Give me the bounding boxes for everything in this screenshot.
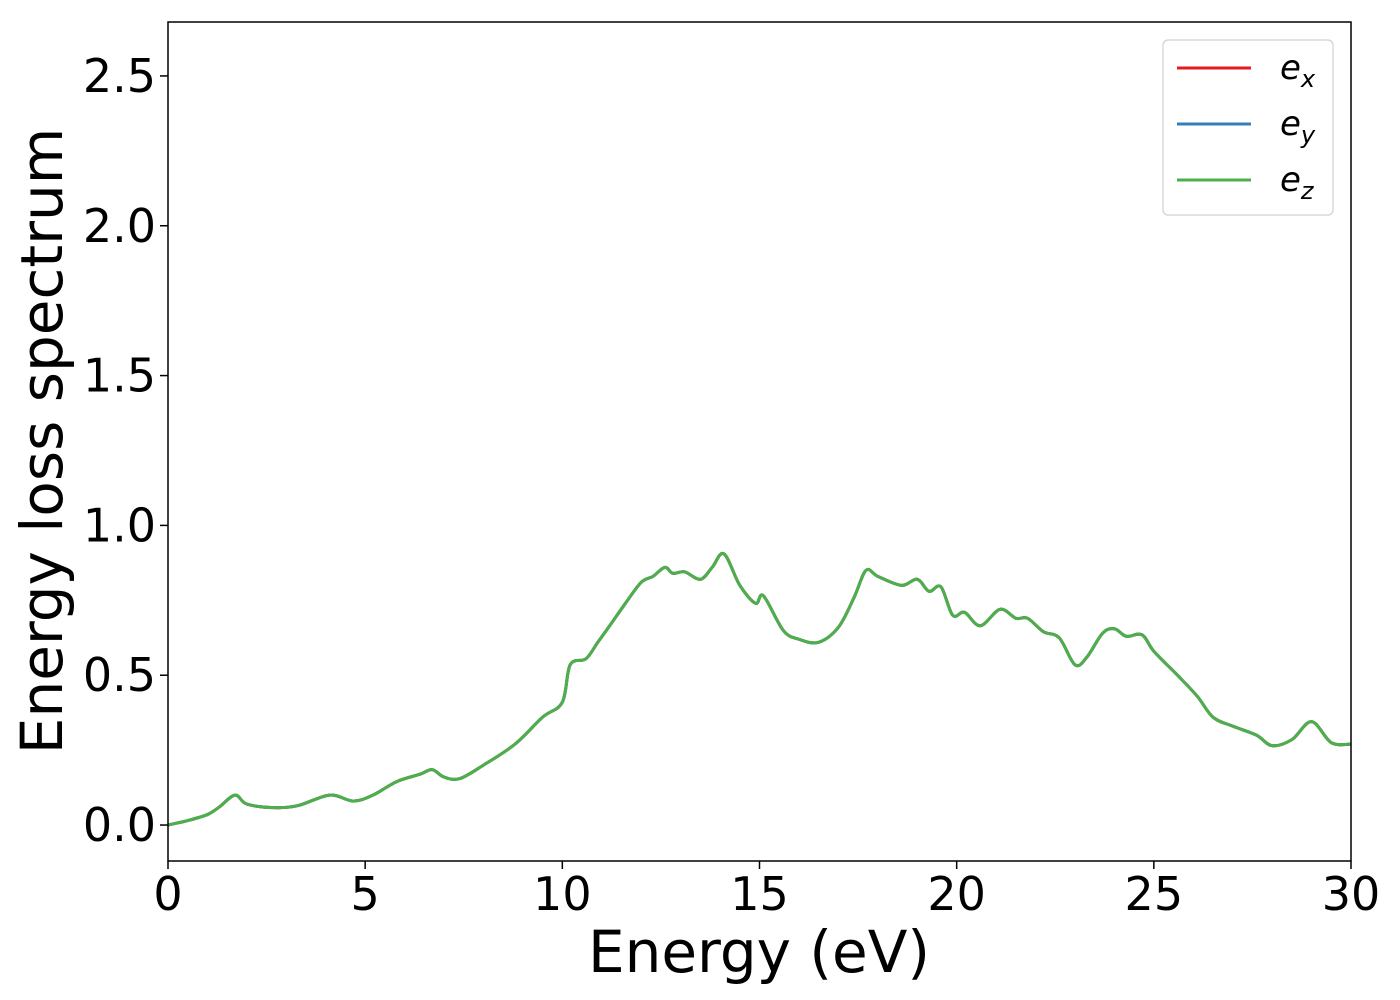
- y-tick-label: 0.0: [83, 798, 156, 852]
- y-axis: 0.0 0.5 1.0 1.5 2.0 2.5: [83, 49, 168, 852]
- x-tick-label: 30: [1322, 867, 1381, 921]
- x-tick-label: 20: [927, 867, 986, 921]
- y-tick-label: 2.0: [83, 199, 156, 253]
- series-line-e-z: [167, 551, 1352, 827]
- y-tick-label: 1.5: [83, 349, 156, 403]
- y-tick-label: 2.5: [83, 49, 156, 103]
- legend-label-e-y: ey: [1280, 104, 1316, 149]
- legend-label-e-x: ex: [1280, 48, 1316, 93]
- y-tick-label: 0.5: [83, 648, 156, 702]
- x-tick-label: 15: [730, 867, 789, 921]
- x-axis: 0 5 10 15 20 25 30: [153, 861, 1380, 921]
- legend: ex ey ez: [1162, 39, 1334, 216]
- x-tick-label: 5: [351, 867, 380, 921]
- x-tick-label: 25: [1125, 867, 1184, 921]
- x-tick-label: 0: [153, 867, 182, 921]
- y-axis-label: Energy loss spectrum: [8, 128, 76, 754]
- legend-label-e-z: ez: [1280, 160, 1315, 205]
- y-tick-label: 1.0: [83, 498, 156, 552]
- x-axis-label: Energy (eV): [588, 918, 930, 986]
- series-layer: [167, 551, 1352, 827]
- plot-area: [168, 22, 1351, 861]
- x-tick-label: 10: [533, 867, 592, 921]
- legend-box: [1162, 39, 1334, 216]
